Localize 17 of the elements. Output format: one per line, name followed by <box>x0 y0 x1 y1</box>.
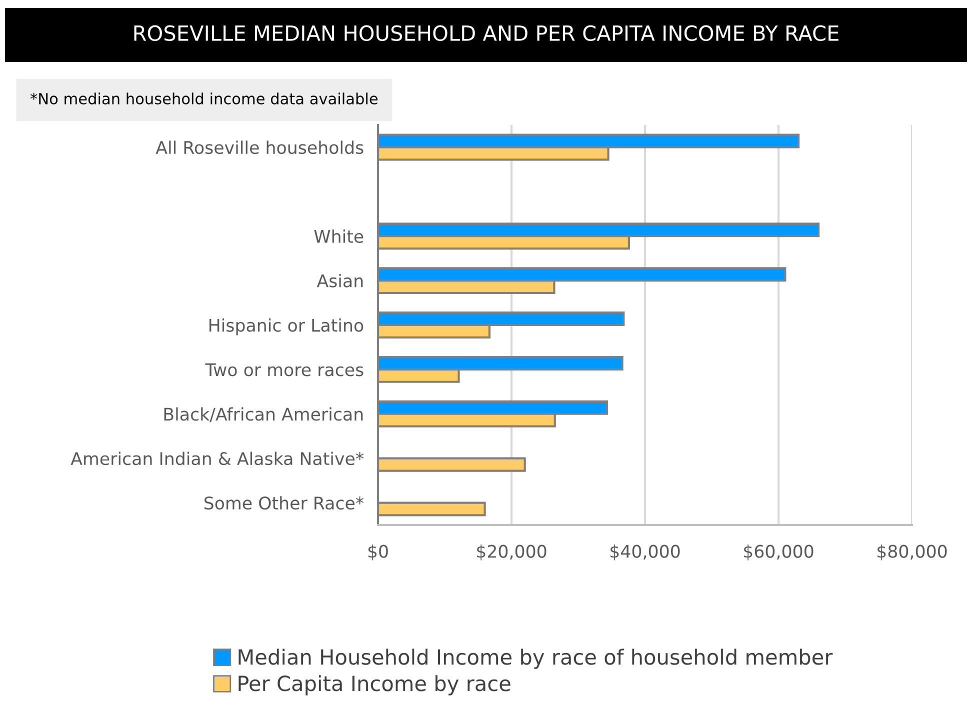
y-tick-label: White <box>314 230 364 243</box>
text: *No median household income data available <box>30 92 378 104</box>
x-tick-label: $60,000 <box>744 544 814 560</box>
legend-label: Per Capita Income by race <box>238 675 510 696</box>
x-tick-label: $0 <box>368 544 388 560</box>
x-tick-label: $40,000 <box>610 544 680 560</box>
y-tick-label: All Roseville households <box>156 140 364 154</box>
y-tick-label: American Indian & Alaska Native* <box>70 452 364 466</box>
x-tick-label: $80,000 <box>878 544 947 560</box>
x-tick-label: $20,000 <box>477 544 546 560</box>
y-tick-label: Two or more races <box>205 363 364 376</box>
legend-label: Median Household Income by race of household member <box>238 648 833 669</box>
y-tick-label: Black/African American <box>164 407 363 422</box>
y-tick-label: Some Other Race* <box>204 496 364 510</box>
y-tick-label: Asian <box>316 274 363 288</box>
chart-title: ROSEVILLE MEDIAN HOUSEHOLD AND PER CAPITA INCOME BY RACE <box>134 25 838 42</box>
y-tick-label: Hispanic or Latino <box>209 318 364 336</box>
